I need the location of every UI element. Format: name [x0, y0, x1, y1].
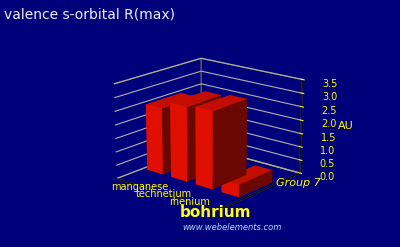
Text: valence s-orbital R(max): valence s-orbital R(max) [4, 7, 175, 21]
Text: www.webelements.com: www.webelements.com [182, 223, 282, 232]
